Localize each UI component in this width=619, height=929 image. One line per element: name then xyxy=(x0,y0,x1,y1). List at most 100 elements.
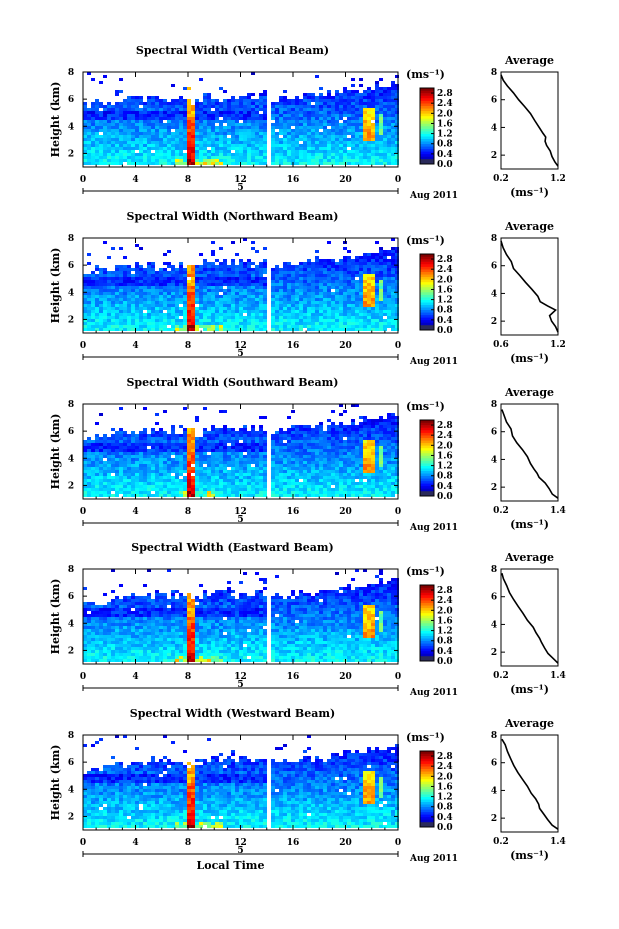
heatmap-cell xyxy=(191,437,195,440)
x-tick-label: 4 xyxy=(132,341,138,351)
heatmap-cell xyxy=(283,482,287,485)
heatmap-cell xyxy=(147,328,151,331)
heatmap-cell xyxy=(359,292,363,295)
heatmap-cell xyxy=(211,464,215,467)
heatmap-cell xyxy=(155,467,159,470)
heatmap-cell xyxy=(107,491,111,494)
heatmap-cell xyxy=(287,449,291,452)
heatmap-cell xyxy=(103,473,107,476)
heatmap-cell xyxy=(339,310,343,313)
heatmap-cell xyxy=(291,111,295,114)
heatmap-cell xyxy=(175,138,179,141)
heatmap-cell xyxy=(375,241,379,244)
heatmap-cell xyxy=(303,162,307,165)
heatmap-cell xyxy=(379,256,383,259)
heatmap-cell xyxy=(247,156,251,159)
heatmap-cell xyxy=(355,268,359,271)
heatmap-cell xyxy=(163,301,167,304)
heatmap-cell xyxy=(167,150,171,153)
heatmap-cell xyxy=(235,265,239,268)
heatmap-cell xyxy=(231,458,235,461)
heatmap-cell xyxy=(347,316,351,319)
heatmap-cell xyxy=(387,135,391,138)
heatmap-cell xyxy=(155,147,159,150)
heatmap-cell xyxy=(99,470,103,473)
heatmap-cell xyxy=(263,449,267,452)
heatmap-cell xyxy=(95,452,99,455)
heatmap-cell xyxy=(275,298,279,301)
heatmap-cell xyxy=(243,295,247,298)
heatmap-cell xyxy=(391,132,395,135)
heatmap-cell xyxy=(291,105,295,108)
colorbar-segment xyxy=(420,276,434,280)
heatmap-cell xyxy=(239,99,243,102)
heatmap-cell xyxy=(379,108,383,111)
heatmap-cell xyxy=(179,277,183,280)
heatmap-cell xyxy=(331,280,335,283)
heatmap-cell xyxy=(99,114,103,117)
heatmap-cell xyxy=(235,153,239,156)
heatmap-cell xyxy=(207,473,211,476)
heatmap-cell xyxy=(263,494,267,497)
heatmap-cell xyxy=(99,328,103,331)
heatmap-cell xyxy=(223,298,227,301)
colorbar-tick-label: 2.4 xyxy=(437,265,453,275)
heatmap-cell xyxy=(271,446,275,449)
heatmap-cell xyxy=(215,458,219,461)
heatmap-cell xyxy=(187,310,191,313)
heatmap-cell xyxy=(363,307,367,310)
heatmap-cell xyxy=(171,434,175,437)
heatmap-cell xyxy=(135,268,139,271)
heatmap-cell xyxy=(315,271,319,274)
heatmap-cell xyxy=(243,494,247,497)
heatmap-cell xyxy=(391,108,395,111)
heatmap-cell xyxy=(155,111,159,114)
heatmap-cell xyxy=(343,138,347,141)
heatmap-cell xyxy=(167,316,171,319)
heatmap-cell xyxy=(263,289,267,292)
heatmap-cell xyxy=(95,491,99,494)
heatmap-cell xyxy=(327,96,331,99)
heatmap-cell xyxy=(355,114,359,117)
heatmap-cell xyxy=(223,132,227,135)
heatmap-cell xyxy=(147,286,151,289)
heatmap-cell xyxy=(167,479,171,482)
heatmap-cell xyxy=(147,153,151,156)
heatmap-cell xyxy=(271,135,275,138)
heatmap-cell xyxy=(379,259,383,262)
heatmap-cell xyxy=(87,135,91,138)
heatmap-cell xyxy=(99,455,103,458)
heatmap-cell xyxy=(107,102,111,105)
heatmap-cell xyxy=(187,138,191,141)
heatmap-cell xyxy=(367,280,371,283)
heatmap-cell xyxy=(287,473,291,476)
heatmap-cell xyxy=(87,295,91,298)
heatmap-cell xyxy=(251,316,255,319)
heatmap-cell xyxy=(359,259,363,262)
heatmap-cell xyxy=(315,301,319,304)
heatmap-cell xyxy=(167,485,171,488)
heatmap-cell xyxy=(183,268,187,271)
heatmap-cell xyxy=(155,304,159,307)
heatmap-cell xyxy=(219,108,223,111)
heatmap-cell xyxy=(307,159,311,162)
heatmap-cell xyxy=(271,467,275,470)
heatmap-cell xyxy=(279,111,283,114)
heatmap-cell xyxy=(99,283,103,286)
heatmap-cell xyxy=(179,473,183,476)
heatmap-cell xyxy=(207,280,211,283)
heatmap-cell xyxy=(115,126,119,129)
heatmap-cell xyxy=(203,316,207,319)
heatmap-cell xyxy=(171,313,175,316)
heatmap-cell xyxy=(91,313,95,316)
heatmap-cell xyxy=(259,262,263,265)
heatmap-cell xyxy=(143,114,147,117)
heatmap-cell xyxy=(103,268,107,271)
heatmap-cell xyxy=(331,319,335,322)
heatmap-cell xyxy=(231,108,235,111)
heatmap-cell xyxy=(99,120,103,123)
heatmap-cell xyxy=(83,446,87,449)
heatmap-cell xyxy=(387,277,391,280)
heatmap-cell xyxy=(315,250,319,253)
heatmap-cell xyxy=(339,105,343,108)
